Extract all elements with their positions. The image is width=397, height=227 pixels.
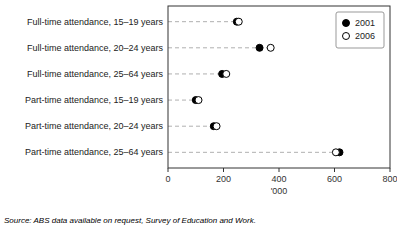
dot [213,123,220,130]
dot [223,70,230,77]
dot [256,44,263,51]
category-label: Full-time attendance, 25–64 years [27,69,164,79]
source-note: Source: ABS data available on request, S… [4,216,256,225]
x-tick [390,168,391,172]
dot [235,18,242,25]
leader-line [168,73,226,74]
dot [332,149,339,156]
category-label: Part-time attendance, 20–24 years [25,121,164,131]
chart: 0 200 400 600 800 Full-time attendance, 15–19… [0,0,397,227]
x-tick [223,168,224,172]
legend: 2001 2006 [336,12,384,48]
leader-line [168,152,339,153]
legend-label: 2006 [355,31,375,41]
dot [195,97,202,104]
x-tick-label: 600 [327,174,342,184]
legend-symbol [343,33,350,40]
category-label: Part-time attendance, 15–19 years [25,95,164,105]
legend-symbol [343,20,350,27]
leader-line [168,126,217,127]
x-tick-label: 0 [165,174,170,184]
x-tick-label: 400 [271,174,286,184]
plot-frame [168,6,390,168]
x-axis-label: '000 [271,186,288,196]
x-tick-label: 200 [216,174,231,184]
x-tick [279,168,280,172]
plot-marks [168,18,343,156]
x-tick-label: 800 [382,174,397,184]
leader-line [168,21,239,22]
leader-line [168,47,271,48]
category-label: Part-time attendance, 25–64 years [25,147,164,157]
legend-box [336,12,384,48]
x-tick [168,168,169,172]
category-label: Full-time attendance, 20–24 years [27,43,164,53]
dot [267,44,274,51]
x-tick [334,168,335,172]
legend-label: 2001 [355,18,375,28]
category-label: Full-time attendance, 15–19 years [27,17,164,27]
